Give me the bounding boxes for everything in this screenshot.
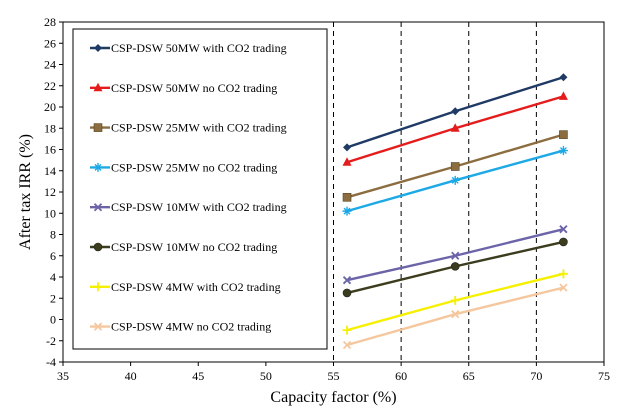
data-point-3-1 [450, 175, 460, 185]
legend-label-7: CSP-DSW 4MW no CO2 trading [111, 320, 271, 334]
x-tick-label-1: 40 [125, 369, 137, 383]
legend-item-4: CSP-DSW 10MW with CO2 trading [90, 200, 287, 214]
y-tick-label-13: 22 [44, 79, 56, 93]
y-tick-label-4: 4 [50, 270, 56, 284]
series-7 [342, 283, 568, 350]
y-tick-label-7: 10 [44, 206, 56, 220]
data-point-2-2 [559, 130, 568, 139]
y-tick-label-3: 2 [50, 291, 56, 305]
data-point-7-1 [451, 310, 460, 319]
legend-item-3: CSP-DSW 25MW no CO2 trading [90, 160, 277, 174]
y-tick-label-11: 18 [44, 121, 56, 135]
data-point-2-0 [342, 193, 352, 202]
y-tick-label-0: -4 [46, 355, 56, 369]
legend-marker-4 [93, 203, 103, 212]
x-tick-label-7: 70 [530, 369, 542, 383]
y-tick-label-12: 20 [44, 100, 56, 114]
data-point-0-0 [343, 143, 352, 152]
data-point-5-2 [559, 237, 568, 247]
legend-label-4: CSP-DSW 10MW with CO2 trading [111, 200, 287, 214]
x-axis-title: Capacity factor (%) [270, 389, 396, 406]
data-point-7-0 [342, 340, 352, 350]
y-tick-label-10: 16 [44, 143, 56, 157]
y-tick-label-15: 26 [44, 36, 56, 50]
data-point-6-1 [450, 295, 460, 305]
legend-item-1: CSP-DSW 50MW no CO2 trading [90, 81, 277, 95]
x-tick-label-5: 60 [395, 369, 407, 383]
legend-marker-3 [93, 162, 103, 172]
data-point-4-1 [451, 251, 460, 260]
series-5 [342, 237, 568, 298]
data-point-4-2 [559, 225, 568, 234]
legend-label-0: CSP-DSW 50MW with CO2 trading [111, 41, 287, 55]
x-tick-label-8: 75 [598, 369, 610, 383]
legend-marker-6 [93, 282, 103, 292]
y-tick-label-9: 14 [44, 164, 56, 178]
series-4 [342, 225, 568, 285]
legend: CSP-DSW 50MW with CO2 trading CSP-DSW 50M… [72, 28, 328, 350]
legend-marker-0 [94, 44, 102, 52]
x-tick-label-3: 50 [260, 369, 272, 383]
legend-marker-1 [93, 82, 103, 92]
x-tick-label-6: 65 [463, 369, 475, 383]
data-point-7-2 [559, 283, 568, 292]
data-point-4-0 [342, 276, 352, 285]
series-3 [342, 146, 568, 216]
data-point-3-2 [558, 146, 568, 156]
data-point-1-1 [450, 123, 460, 132]
data-point-5-1 [450, 262, 460, 271]
series-0 [343, 73, 568, 152]
y-tick-label-1: -2 [46, 334, 56, 348]
data-point-5-0 [342, 288, 352, 298]
legend-marker-7 [93, 322, 103, 331]
data-point-6-0 [342, 325, 352, 335]
x-tick-label-4: 55 [328, 369, 340, 383]
legend-marker-5 [93, 242, 103, 252]
series-2 [342, 130, 568, 202]
data-point-0-1 [451, 107, 460, 116]
x-tick-label-2: 45 [192, 369, 204, 383]
legend-marker-2 [93, 123, 103, 132]
legend-label-3: CSP-DSW 25MW no CO2 trading [111, 160, 277, 174]
y-axis-title: After tax IRR (%) [17, 134, 34, 250]
data-point-1-0 [342, 157, 352, 166]
y-tick-label-8: 12 [44, 185, 56, 199]
y-tick-label-6: 8 [50, 228, 56, 242]
legend-box [72, 28, 328, 350]
y-tick-label-14: 24 [44, 58, 56, 72]
x-axis: 35 40 45 50 55 60 65 70 75 [57, 362, 610, 383]
legend-item-2: CSP-DSW 25MW with CO2 trading [90, 121, 287, 135]
data-point-1-2 [558, 91, 568, 100]
series-1 [342, 91, 568, 166]
series-6 [342, 269, 568, 335]
y-tick-label-2: 0 [50, 313, 56, 327]
data-point-2-1 [450, 162, 460, 171]
series-layer [342, 73, 568, 350]
data-point-3-0 [342, 206, 352, 216]
y-tick-label-5: 6 [50, 249, 56, 263]
legend-item-5: CSP-DSW 10MW no CO2 trading [90, 240, 277, 254]
legend-item-6: CSP-DSW 4MW with CO2 trading [90, 280, 281, 294]
x-tick-label-0: 35 [57, 369, 69, 383]
grid [333, 22, 537, 362]
legend-label-1: CSP-DSW 50MW no CO2 trading [111, 81, 277, 95]
legend-label-6: CSP-DSW 4MW with CO2 trading [111, 280, 281, 294]
data-point-0-2 [559, 73, 568, 82]
legend-item-0: CSP-DSW 50MW with CO2 trading [90, 41, 287, 55]
legend-label-5: CSP-DSW 10MW no CO2 trading [111, 240, 277, 254]
y-tick-label-16: 28 [44, 15, 56, 29]
data-point-6-2 [558, 269, 568, 279]
legend-item-7: CSP-DSW 4MW no CO2 trading [90, 320, 271, 334]
legend-label-2: CSP-DSW 25MW with CO2 trading [111, 121, 287, 135]
